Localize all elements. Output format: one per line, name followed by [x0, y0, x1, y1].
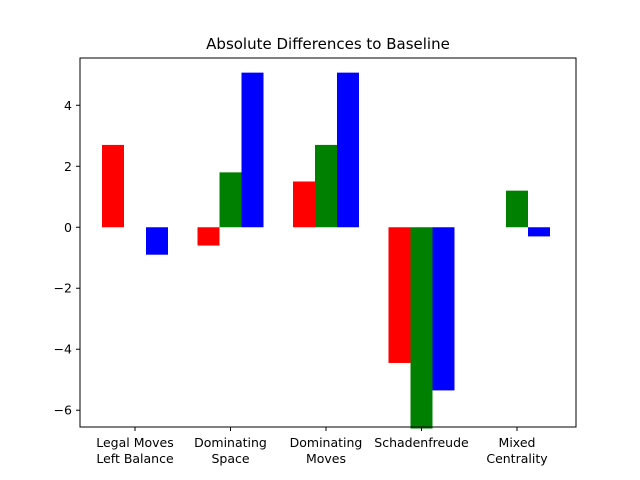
bar-2-series-2	[337, 72, 359, 228]
x-tick-label: Legal Moves Left Balance	[96, 435, 174, 466]
plot-frame	[79, 57, 577, 428]
bar-1-series-2	[241, 72, 264, 228]
bar-1-series-0	[197, 227, 220, 246]
y-tick-label: −6	[54, 403, 72, 418]
y-tick-label: −2	[54, 281, 72, 296]
x-axis: Legal Moves Left Balance Dominating Space Do…	[96, 427, 548, 466]
bars-group	[102, 72, 550, 429]
bar-4-series-1	[506, 190, 528, 228]
bar-2-series-0	[293, 181, 315, 228]
x-tick-label: Dominating Moves	[290, 435, 363, 466]
x-tick-label: Schadenfreude	[374, 435, 469, 450]
y-tick-label: 4	[64, 98, 72, 113]
bar-4-series-2	[528, 227, 550, 237]
y-tick-label: −4	[54, 342, 72, 357]
bar-0-series-2	[146, 227, 168, 255]
bar-1-series-1	[219, 172, 242, 228]
y-tick-label: 2	[64, 159, 72, 174]
bar-3-series-1	[410, 227, 433, 429]
y-axis: −6 −4 −2 0 2 4	[54, 98, 80, 418]
y-tick-label: 0	[64, 220, 72, 235]
chart-title: Absolute Differences to Baseline	[206, 35, 450, 53]
bar-2-series-1	[315, 144, 337, 228]
bar-3-series-0	[388, 227, 411, 363]
bar-0-series-0	[102, 144, 124, 228]
x-tick-label: Mixed Centrality	[486, 435, 548, 466]
x-tick-label: Dominating Space	[194, 435, 267, 466]
bar-3-series-2	[432, 227, 455, 391]
